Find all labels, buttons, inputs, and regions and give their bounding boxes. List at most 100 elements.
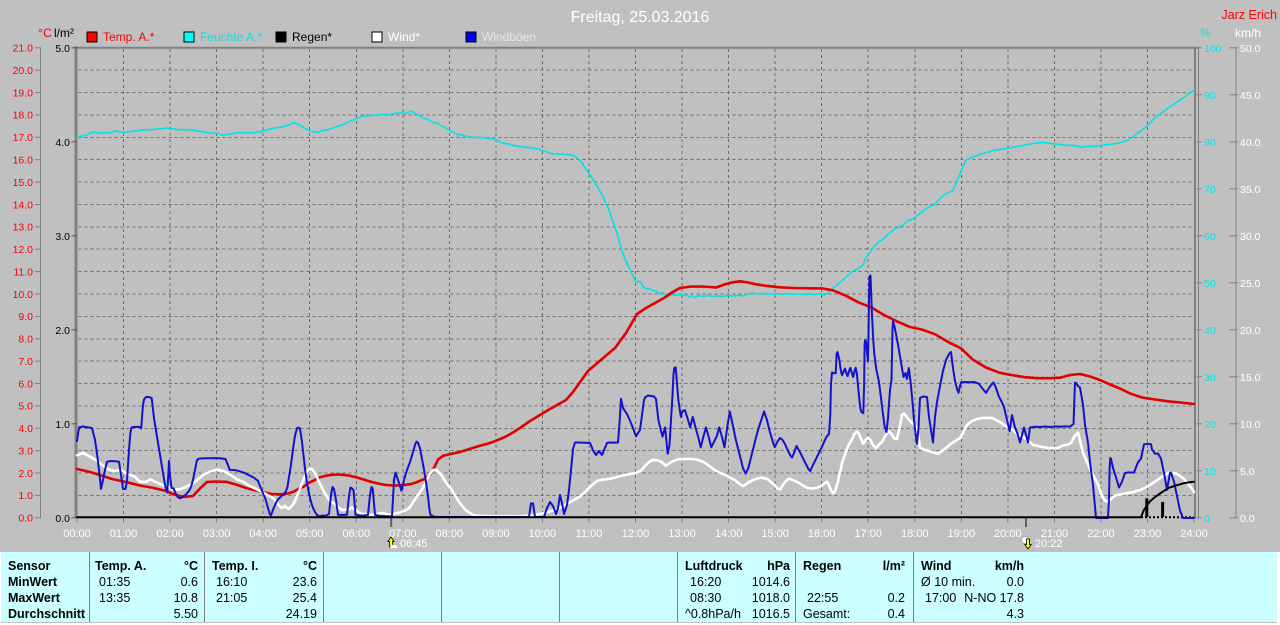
svg-text:15:00: 15:00 xyxy=(761,528,789,540)
svg-text:10: 10 xyxy=(1204,466,1216,478)
svg-text:0.0: 0.0 xyxy=(1007,575,1024,589)
svg-text:25.4: 25.4 xyxy=(293,591,317,605)
svg-text:5.50: 5.50 xyxy=(174,607,198,621)
svg-text:6.0: 6.0 xyxy=(18,378,33,390)
svg-text:17:00: 17:00 xyxy=(854,528,882,540)
svg-text:10.8: 10.8 xyxy=(174,591,198,605)
svg-text:1016.5: 1016.5 xyxy=(752,607,790,621)
svg-text:12.0: 12.0 xyxy=(13,244,34,256)
svg-text:45.0: 45.0 xyxy=(1240,90,1261,102)
svg-text:40: 40 xyxy=(1204,325,1216,337)
svg-text:Regen*: Regen* xyxy=(292,30,332,44)
svg-text:90: 90 xyxy=(1204,90,1216,102)
svg-text:11:00: 11:00 xyxy=(576,528,603,540)
svg-text:0.4: 0.4 xyxy=(888,607,905,621)
svg-text:4.3: 4.3 xyxy=(1007,607,1024,621)
svg-text:MinWert: MinWert xyxy=(8,575,58,589)
svg-text:40.0: 40.0 xyxy=(1240,137,1261,149)
svg-text:16:10: 16:10 xyxy=(216,575,247,589)
svg-text:21:00: 21:00 xyxy=(1041,528,1069,540)
svg-text:05:00: 05:00 xyxy=(296,528,324,540)
svg-text:20:22: 20:22 xyxy=(1035,538,1063,550)
svg-text:22:55: 22:55 xyxy=(807,591,838,605)
svg-text:1.0: 1.0 xyxy=(55,419,70,431)
svg-text:Temp. A.: Temp. A. xyxy=(95,559,146,573)
svg-text:20: 20 xyxy=(1204,419,1216,431)
svg-text:10.0: 10.0 xyxy=(13,289,34,301)
svg-text:09:00: 09:00 xyxy=(482,528,510,540)
svg-text:21:05: 21:05 xyxy=(216,591,247,605)
svg-text:23:00: 23:00 xyxy=(1134,528,1162,540)
svg-text:13:00: 13:00 xyxy=(668,528,696,540)
svg-text:16.0: 16.0 xyxy=(13,155,34,167)
svg-text:9.0: 9.0 xyxy=(18,311,33,323)
svg-text:12:00: 12:00 xyxy=(622,528,650,540)
svg-text:5.0: 5.0 xyxy=(1240,466,1255,478)
svg-text:80: 80 xyxy=(1204,137,1216,149)
svg-text:35.0: 35.0 xyxy=(1240,184,1261,196)
svg-text:14:00: 14:00 xyxy=(715,528,743,540)
svg-text:Durchschnitt: Durchschnitt xyxy=(8,607,86,621)
svg-text:06:00: 06:00 xyxy=(343,528,371,540)
svg-text:0.0: 0.0 xyxy=(55,513,70,525)
svg-text:23.6: 23.6 xyxy=(293,575,317,589)
svg-text:13:35: 13:35 xyxy=(99,591,130,605)
svg-text:00:00: 00:00 xyxy=(63,528,91,540)
svg-text:19:00: 19:00 xyxy=(948,528,976,540)
svg-text:l/m²: l/m² xyxy=(54,26,74,40)
svg-text:°C: °C xyxy=(38,26,52,40)
svg-text:70: 70 xyxy=(1204,184,1216,196)
svg-text:l/m²: l/m² xyxy=(883,559,905,573)
svg-text:Gesamt:: Gesamt: xyxy=(803,607,850,621)
svg-text:hPa: hPa xyxy=(767,559,791,573)
svg-text:N-NO 17.8: N-NO 17.8 xyxy=(964,591,1024,605)
svg-text:Luftdruck: Luftdruck xyxy=(685,559,743,573)
svg-text:14.0: 14.0 xyxy=(13,199,34,211)
svg-text:08:30: 08:30 xyxy=(690,591,721,605)
svg-text:06:45: 06:45 xyxy=(400,538,428,550)
svg-text:100: 100 xyxy=(1204,43,1222,55)
svg-text:16:00: 16:00 xyxy=(808,528,836,540)
svg-text:13.0: 13.0 xyxy=(13,222,34,234)
svg-text:Jarz Erich: Jarz Erich xyxy=(1221,8,1277,22)
svg-text:1014.6: 1014.6 xyxy=(752,575,790,589)
svg-text:7.0: 7.0 xyxy=(18,356,33,368)
svg-text:22:00: 22:00 xyxy=(1087,528,1115,540)
svg-text:0: 0 xyxy=(1204,513,1210,525)
svg-text:08:00: 08:00 xyxy=(436,528,464,540)
svg-text:24.19: 24.19 xyxy=(286,607,317,621)
svg-text:30.0: 30.0 xyxy=(1240,231,1261,243)
svg-text:30: 30 xyxy=(1204,372,1216,384)
svg-text:21.0: 21.0 xyxy=(13,43,34,55)
svg-text:03:00: 03:00 xyxy=(203,528,231,540)
svg-text:20.0: 20.0 xyxy=(1240,325,1261,337)
svg-text:Feuchte A.*: Feuchte A.* xyxy=(200,30,262,44)
svg-text:4.0: 4.0 xyxy=(55,137,70,149)
svg-text:10.0: 10.0 xyxy=(1240,419,1261,431)
svg-text:1018.0: 1018.0 xyxy=(752,591,790,605)
svg-text:18:00: 18:00 xyxy=(901,528,929,540)
svg-text:15.0: 15.0 xyxy=(1240,372,1261,384)
svg-text:0.0: 0.0 xyxy=(1240,513,1255,525)
svg-text:20:00: 20:00 xyxy=(994,528,1022,540)
svg-text:16:20: 16:20 xyxy=(690,575,721,589)
svg-text:Sensor: Sensor xyxy=(8,559,51,573)
svg-text:01:00: 01:00 xyxy=(110,528,138,540)
svg-text:2.0: 2.0 xyxy=(18,468,33,480)
svg-text:Temp. I.: Temp. I. xyxy=(212,559,258,573)
svg-text:Wind*: Wind* xyxy=(388,30,420,44)
svg-text:5.0: 5.0 xyxy=(55,43,70,55)
svg-text:18.0: 18.0 xyxy=(13,110,34,122)
svg-text:km/h: km/h xyxy=(995,559,1024,573)
svg-text:50.0: 50.0 xyxy=(1240,43,1261,55)
svg-text:Regen: Regen xyxy=(803,559,841,573)
svg-text:Windböen: Windböen xyxy=(482,30,536,44)
svg-text:3.0: 3.0 xyxy=(18,446,33,458)
svg-text:19.0: 19.0 xyxy=(13,87,34,99)
svg-text:°C: °C xyxy=(184,559,198,573)
svg-text:3.0: 3.0 xyxy=(55,231,70,243)
svg-text:50: 50 xyxy=(1204,278,1216,290)
svg-text:MaxWert: MaxWert xyxy=(8,591,61,605)
svg-text:25.0: 25.0 xyxy=(1240,278,1261,290)
svg-text:02:00: 02:00 xyxy=(156,528,184,540)
